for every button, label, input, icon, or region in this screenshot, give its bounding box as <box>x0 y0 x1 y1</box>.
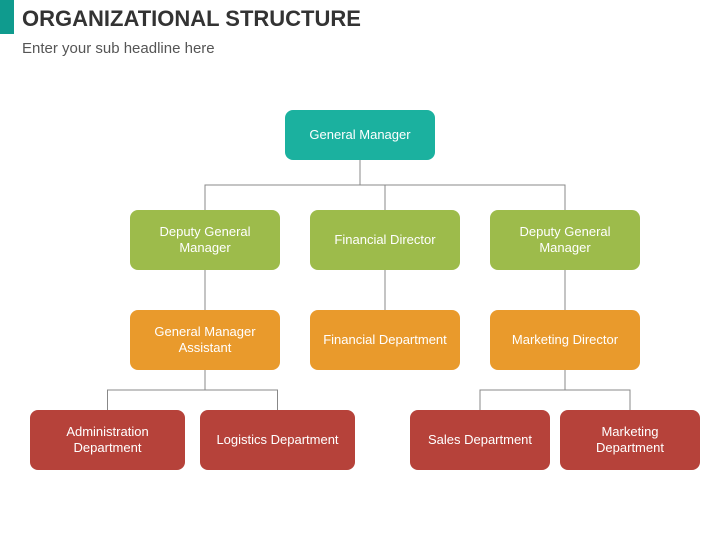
org-node-dgm1: Deputy General Manager <box>130 210 280 270</box>
org-node-dgm2: Deputy General Manager <box>490 210 640 270</box>
org-node-fd: Financial Director <box>310 210 460 270</box>
org-node-mktdir: Marketing Director <box>490 310 640 370</box>
org-node-log: Logistics Department <box>200 410 355 470</box>
org-node-findept: Financial Department <box>310 310 460 370</box>
org-node-gma: General Manager Assistant <box>130 310 280 370</box>
org-node-gm: General Manager <box>285 110 435 160</box>
org-node-mktdept: Marketing Department <box>560 410 700 470</box>
org-chart: General ManagerDeputy General ManagerFin… <box>0 0 720 540</box>
org-node-sales: Sales Department <box>410 410 550 470</box>
org-node-admin: Administration Department <box>30 410 185 470</box>
